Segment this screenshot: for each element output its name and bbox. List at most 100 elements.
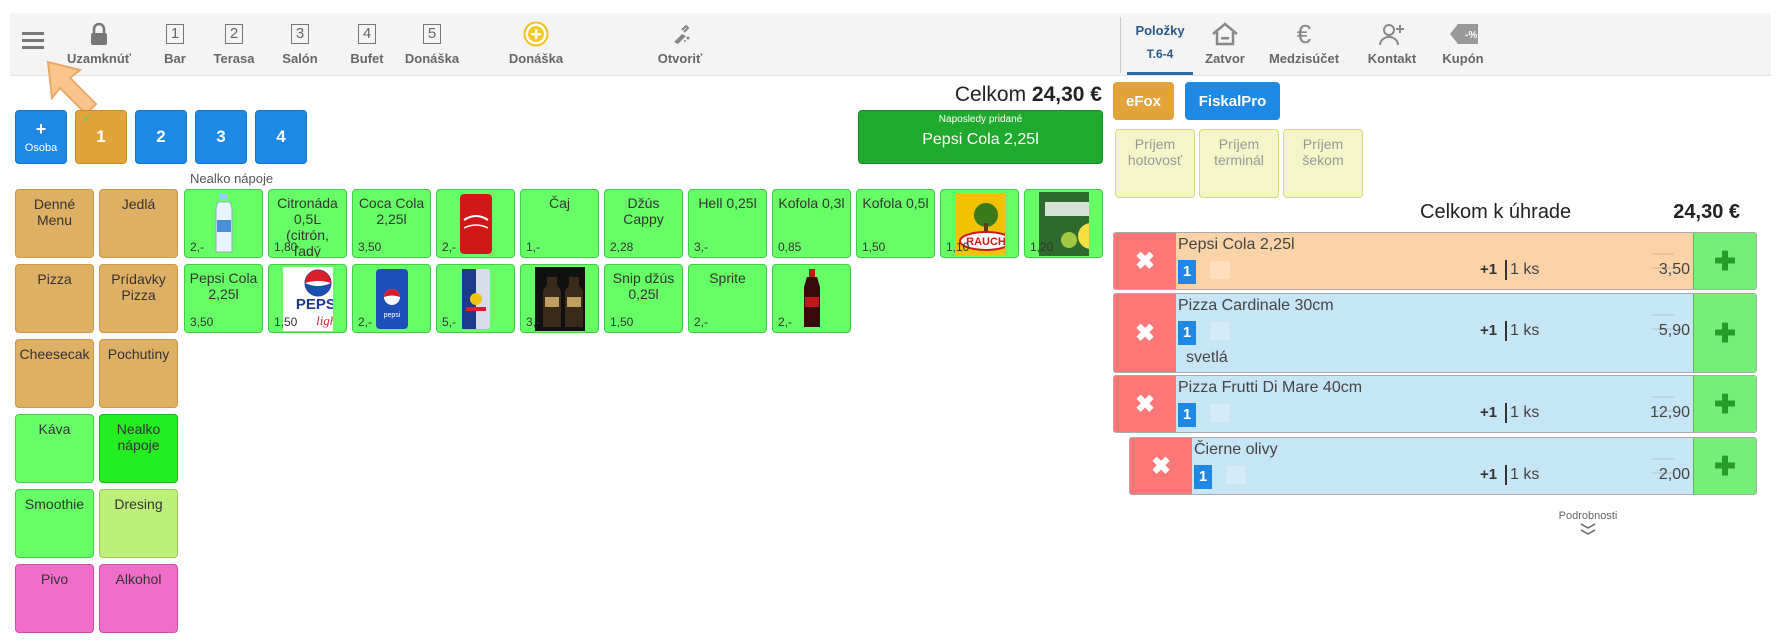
note-icon[interactable]	[1226, 466, 1246, 484]
category-dresing[interactable]: Dresing	[99, 489, 178, 558]
menu-button[interactable]	[22, 13, 44, 75]
add-item-button[interactable]: ✚	[1693, 294, 1756, 372]
payment-button-0[interactable]: Príjem hotovosť	[1115, 129, 1195, 198]
coupon-button[interactable]: -% Kupón	[1438, 13, 1488, 75]
category-denné-menu[interactable]: Denné Menu	[15, 189, 94, 258]
fiskalpro-button[interactable]: FiskalPro	[1185, 82, 1280, 120]
product-tile[interactable]: 2,-	[772, 264, 851, 333]
product-tile[interactable]: Čaj 1,-	[520, 189, 599, 258]
product-tile[interactable]: Kofola 0,5l 1,50	[856, 189, 935, 258]
drag-handle-icon[interactable]	[1652, 253, 1674, 269]
category-label: Pivo	[40, 571, 69, 587]
product-tile[interactable]: Sprite 2,-	[688, 264, 767, 333]
note-icon[interactable]	[1210, 322, 1230, 340]
drag-handle-icon[interactable]	[1652, 314, 1674, 330]
contact-button[interactable]: Kontakt	[1362, 13, 1422, 75]
remove-item-button[interactable]: ✖	[1114, 294, 1176, 372]
details-toggle[interactable]: Podrobnosti	[1548, 510, 1628, 539]
add-person-button[interactable]: + Osoba	[15, 110, 67, 164]
subtotal-button[interactable]: € Medzisúčet	[1266, 13, 1342, 75]
payment-button-2[interactable]: Príjem šekom	[1283, 129, 1363, 198]
product-tile[interactable]: 2,-	[436, 189, 515, 258]
table-button-bufet[interactable]: 4 Bufet	[337, 13, 397, 75]
product-tile[interactable]: RAUCH 1,10	[940, 189, 1019, 258]
qty-divider	[1505, 260, 1507, 280]
remove-item-button[interactable]: ✖	[1114, 376, 1176, 432]
product-tile[interactable]: Snip džús 0,25l 1,50	[604, 264, 683, 333]
product-tile[interactable]: 2,-	[184, 189, 263, 258]
order-item-qty: 1 ks	[1510, 404, 1540, 421]
total-top: Celkom 24,30 €	[858, 83, 1102, 107]
add-item-button[interactable]: ✚	[1693, 376, 1756, 432]
category-pochutiny[interactable]: Pochutiny	[99, 339, 178, 408]
table-button-donáška[interactable]: 5 Donáška	[402, 13, 462, 75]
add-item-button[interactable]: ✚	[1693, 438, 1756, 494]
product-tile[interactable]: Citronáda 0,5L (citrón, ľadý 1,80	[268, 189, 347, 258]
product-tile[interactable]: Coca Cola 2,25l 3,50	[352, 189, 431, 258]
person-number: 4	[276, 127, 286, 146]
category-smoothie[interactable]: Smoothie	[15, 489, 94, 558]
category-alkohol[interactable]: Alkohol	[99, 564, 178, 633]
product-tile[interactable]: 1,20	[1024, 189, 1103, 258]
product-tile[interactable]: Pepsi Cola 2,25l 3,50	[184, 264, 263, 333]
note-icon[interactable]	[1210, 261, 1230, 279]
product-name: Citronáda 0,5L (citrón, ľadý	[277, 195, 338, 258]
product-tile[interactable]: 5,-	[436, 264, 515, 333]
increment-one-button[interactable]: +1	[1480, 322, 1498, 339]
drag-handle-icon[interactable]	[1652, 396, 1674, 412]
category-pivo[interactable]: Pivo	[15, 564, 94, 633]
remove-item-button[interactable]: ✖	[1114, 233, 1176, 289]
person-button-1[interactable]: 1 ✓	[75, 110, 127, 164]
details-label: Podrobnosti	[1558, 510, 1618, 522]
order-row[interactable]: ✖ Pepsi Cola 2,25l 1 +1 1 ks 3,50 ✚	[1113, 232, 1757, 290]
order-item-name: Pizza Cardinale 30cm	[1178, 297, 1334, 314]
category-pizza[interactable]: Pizza	[15, 264, 94, 333]
items-tab-label: Položky	[1135, 23, 1185, 38]
product-tile[interactable]: PEPSIlight1,50	[268, 264, 347, 333]
last-added-caption: Naposledy pridané	[938, 114, 1023, 125]
open-drawer-button[interactable]: Otvoriť	[650, 13, 710, 75]
person-button-4[interactable]: 4	[255, 110, 307, 164]
close-button[interactable]: Zatvor	[1202, 13, 1248, 75]
increment-one-button[interactable]: +1	[1480, 261, 1498, 278]
product-tile[interactable]: Džús Cappy 2,28	[604, 189, 683, 258]
category-káva[interactable]: Káva	[15, 414, 94, 483]
order-item-person-badge: 1	[1194, 465, 1212, 489]
product-tile[interactable]: Kofola 0,3l 0,85	[772, 189, 851, 258]
category-jedlá[interactable]: Jedlá	[99, 189, 178, 258]
category-nealko-nápoje[interactable]: Nealko nápoje	[99, 414, 178, 483]
product-price: 3,-	[526, 315, 541, 329]
person-button-2[interactable]: 2	[135, 110, 187, 164]
product-tile[interactable]: pepsi 2,-	[352, 264, 431, 333]
category-cheesecak[interactable]: Cheesecak	[15, 339, 94, 408]
order-row[interactable]: ✖ Pizza Frutti Di Mare 40cm 1 +1 1 ks 12,90 ✚	[1113, 375, 1757, 433]
increment-one-button[interactable]: +1	[1480, 466, 1498, 483]
increment-one-button[interactable]: +1	[1480, 404, 1498, 421]
svg-text:RAUCH: RAUCH	[966, 236, 1005, 248]
product-tile[interactable]: Hell 0,25l 3,-	[688, 189, 767, 258]
delivery-add-button[interactable]: Donáška	[506, 13, 566, 75]
category-label: Alkohol	[115, 571, 162, 587]
order-row[interactable]: ✖ Čierne olivy 1 +1 1 ks 2,00 ✚	[1129, 437, 1757, 495]
items-tab-sub: T.6-4	[1146, 47, 1174, 61]
product-price: 2,28	[610, 240, 634, 254]
order-item-name: Pepsi Cola 2,25l	[1178, 236, 1295, 253]
remove-item-button[interactable]: ✖	[1130, 438, 1192, 494]
payment-button-1[interactable]: Príjem terminál	[1199, 129, 1279, 198]
table-button-terasa[interactable]: 2 Terasa	[204, 13, 264, 75]
table-button-bar[interactable]: 1 Bar	[145, 13, 205, 75]
table-button-salón[interactable]: 3 Salón	[270, 13, 330, 75]
add-item-button[interactable]: ✚	[1693, 233, 1756, 289]
order-row[interactable]: ✖ Pizza Cardinale 30cm 1 +1 1 ks 5,90 svetlá ✚	[1113, 293, 1757, 373]
qty-divider	[1505, 403, 1507, 423]
efox-button[interactable]: eFox	[1113, 82, 1174, 120]
svg-text:PEPSI: PEPSI	[295, 296, 332, 313]
tab-items[interactable]: Položky T.6-4	[1127, 13, 1193, 75]
note-icon[interactable]	[1210, 404, 1230, 422]
order-item-qty: 1 ks	[1510, 322, 1540, 339]
category-prídavky-pizza[interactable]: Prídavky Pizza	[99, 264, 178, 333]
person-button-3[interactable]: 3	[195, 110, 247, 164]
lock-button[interactable]: Uzamknúť	[66, 13, 132, 75]
drag-handle-icon[interactable]	[1652, 458, 1674, 474]
product-tile[interactable]: 3,-	[520, 264, 599, 333]
